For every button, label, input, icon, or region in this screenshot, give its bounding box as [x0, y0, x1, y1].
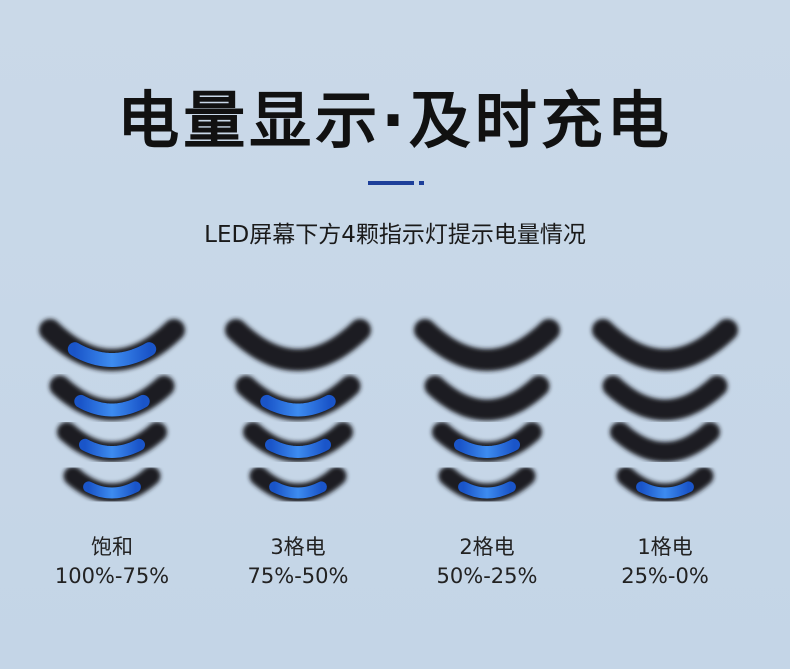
indicator-label: 1格电: [637, 535, 692, 559]
indicator-range: 75%-50%: [248, 564, 349, 588]
title-underline-dot: [419, 181, 424, 185]
indicator-range: 100%-75%: [55, 564, 169, 588]
indicator-light: [74, 394, 150, 417]
battery-indicator: 3格电 75%-50%: [225, 319, 371, 588]
indicator-segment: [225, 319, 371, 372]
indicator-segment: [424, 375, 550, 421]
indicator-range: 25%-0%: [621, 564, 709, 588]
indicator-segment: [592, 319, 738, 372]
indicator-label: 2格电: [459, 535, 514, 559]
battery-indicator: 饱和 100%-75%: [39, 319, 185, 588]
indicator-light: [83, 481, 141, 499]
indicator-label: 饱和: [91, 535, 133, 559]
indicator-light: [269, 481, 327, 499]
indicator-light: [67, 342, 157, 368]
title: 电量显示·及时充电: [117, 84, 673, 157]
indicator-light: [458, 481, 516, 499]
battery-indicator: 1格电 25%-0%: [592, 319, 738, 588]
indicators: 饱和 100%-75% 3格电 75%-50% 2格电 50%-25% 1格电 25%-0%: [39, 319, 738, 588]
subtitle: LED屏幕下方4颗指示灯提示电量情况: [204, 222, 586, 248]
indicator-light: [265, 438, 331, 459]
indicator-light: [636, 481, 694, 499]
indicator-segment: [414, 319, 560, 372]
indicator-segment: [602, 375, 728, 421]
title-underline: [368, 181, 414, 185]
indicator-label: 3格电: [270, 535, 325, 559]
indicator-light: [454, 438, 520, 459]
indicator-light: [260, 394, 336, 417]
indicator-segment: [610, 422, 720, 463]
battery-indicator: 2格电 50%-25%: [414, 319, 560, 588]
indicator-light: [79, 438, 145, 459]
indicator-range: 50%-25%: [437, 564, 538, 588]
